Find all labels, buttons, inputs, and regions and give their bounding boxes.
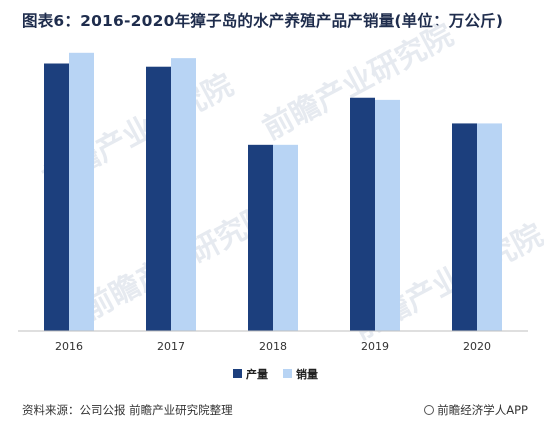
bar-production-2016 xyxy=(44,63,69,331)
legend-swatch-production xyxy=(233,369,242,378)
x-tick-label: 2016 xyxy=(55,340,83,353)
x-tick-label: 2017 xyxy=(157,340,185,353)
chart-title: 图表6：2016-2020年獐子岛的水产养殖产品产销量(单位：万公斤) xyxy=(22,12,504,30)
bar-production-2019 xyxy=(350,97,375,332)
x-tick-label: 2019 xyxy=(361,340,389,353)
bars-group xyxy=(44,52,502,332)
brand-text: 前瞻经济学人APP xyxy=(437,403,528,417)
bar-production-2020 xyxy=(452,123,477,331)
bar-sales-2016 xyxy=(69,52,94,332)
legend-label-production: 产量 xyxy=(246,367,268,381)
bar-production-2018 xyxy=(248,144,273,331)
bar-chart: 前瞻产业研究院 前瞻产业研究院 前瞻产业研究院 前瞻产业研究院 20162017… xyxy=(18,18,544,381)
brand-label: 前瞻经济学人APP xyxy=(424,402,528,418)
legend-swatch-sales xyxy=(283,369,292,378)
x-tick-label: 2020 xyxy=(463,340,491,353)
bar-sales-2017 xyxy=(171,58,196,332)
bar-sales-2019 xyxy=(375,99,400,331)
legend-label-sales: 销量 xyxy=(296,367,318,381)
bar-sales-2018 xyxy=(273,144,298,331)
x-tick-labels: 2016 2017 2018 2019 2020 xyxy=(55,340,491,353)
source-note: 资料来源：公司公报 前瞻产业研究院整理 xyxy=(22,403,233,417)
bar-production-2017 xyxy=(146,66,171,332)
brand-logo-icon xyxy=(424,405,435,415)
bar-sales-2020 xyxy=(477,123,502,331)
legend: 产量 销量 xyxy=(233,367,318,381)
x-tick-label: 2018 xyxy=(259,340,287,353)
